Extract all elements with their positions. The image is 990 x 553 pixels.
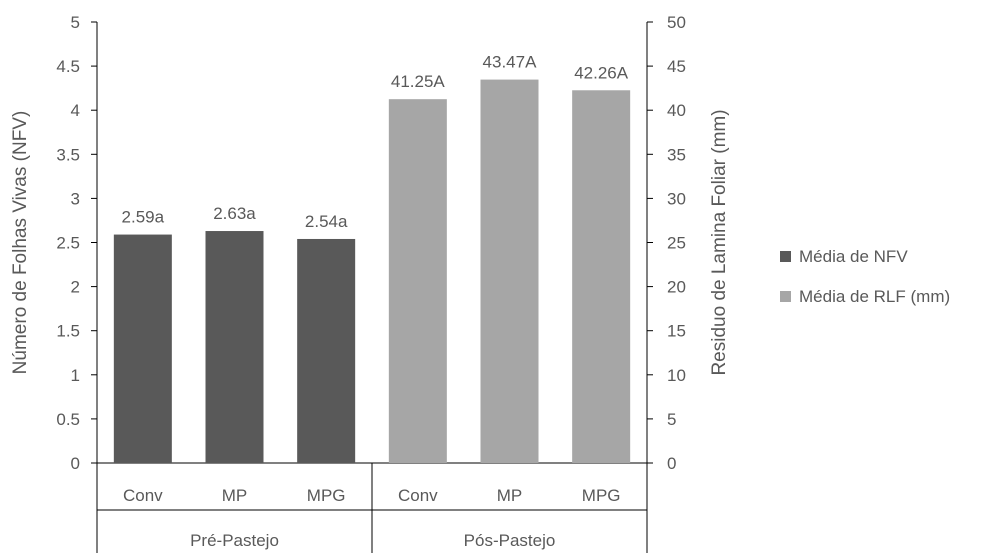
category-label: MPG [582,486,621,505]
left-axis-tick-label: 4 [71,101,80,120]
bar [113,234,172,463]
right-axis-tick-label: 45 [667,57,686,76]
group-label: Pré-Pastejo [190,531,279,550]
category-label: MP [497,486,523,505]
legend-swatch [780,291,791,302]
left-axis-tick-label: 1.5 [56,322,80,341]
right-axis-title: Residuo de Lamina Foliar (mm) [709,109,730,375]
legend-swatch [780,251,791,262]
left-axis-tick-label: 0.5 [56,410,80,429]
left-axis-tick-label: 2.5 [56,234,80,253]
left-axis-tick-label: 5 [71,13,80,32]
right-axis-tick-label: 40 [667,101,686,120]
right-axis-tick-label: 10 [667,366,686,385]
bar [388,99,447,464]
right-axis-tick-label: 15 [667,322,686,341]
left-axis-tick-label: 1 [71,366,80,385]
data-label: 43.47A [483,53,538,72]
right-axis-tick-label: 0 [667,454,676,473]
left-axis-tick-label: 3.5 [56,145,80,164]
data-label: 42.26A [574,63,629,82]
bar [205,231,264,463]
right-axis-tick-label: 35 [667,145,686,164]
bar [297,238,356,463]
bar [480,79,539,463]
category-label: Conv [123,486,163,505]
left-axis-tick-label: 3 [71,189,80,208]
left-axis-tick-label: 2 [71,278,80,297]
data-label: 41.25A [391,72,446,91]
category-label: Conv [398,486,438,505]
right-axis-tick-label: 25 [667,234,686,253]
right-axis-tick-label: 20 [667,278,686,297]
left-axis-title: Número de Folhas Vivas (NFV) [10,111,31,375]
data-label: 2.59a [122,208,165,227]
right-axis-tick-label: 5 [667,410,676,429]
bar [572,90,631,464]
category-label: MP [222,486,248,505]
category-label: MPG [307,486,346,505]
legend-label: Média de NFV [799,247,908,266]
left-axis-tick-label: 0 [71,454,80,473]
group-label: Pós-Pastejo [464,531,556,550]
right-axis-tick-label: 30 [667,189,686,208]
right-axis-tick-label: 50 [667,13,686,32]
data-label: 2.63a [213,204,256,223]
data-label: 2.54a [305,212,348,231]
left-axis-tick-label: 4.5 [56,57,80,76]
legend-label: Média de RLF (mm) [799,287,950,306]
